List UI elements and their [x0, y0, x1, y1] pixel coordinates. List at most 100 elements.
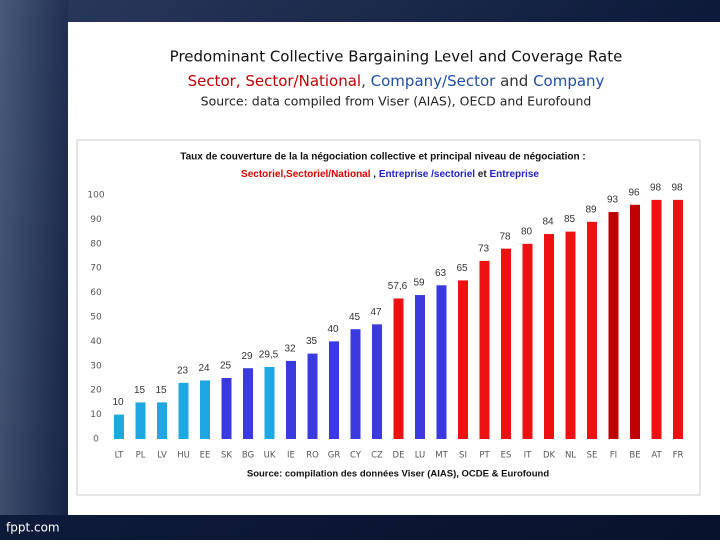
y-tick-label: 40	[90, 337, 102, 347]
value-label: 15	[134, 385, 146, 396]
bar	[436, 285, 447, 439]
y-tick-label: 60	[90, 288, 102, 298]
x-tick-label: IE	[287, 451, 295, 461]
bar	[221, 378, 232, 439]
value-label: 25	[220, 361, 232, 372]
bar	[329, 341, 339, 439]
value-label: 24	[198, 363, 210, 374]
y-tick-label: 90	[90, 215, 102, 225]
bar	[200, 380, 210, 439]
bar	[630, 204, 640, 439]
subtitle-part: ,	[371, 169, 379, 180]
x-tick-label: SK	[221, 451, 232, 461]
value-label: 73	[478, 244, 490, 255]
chart-subtitle: Sectoriel,Sectoriel/National , Entrepris…	[241, 169, 539, 180]
subtitle-part: Company/Sector	[371, 72, 496, 90]
chart-title: Taux de couverture de la la négociation …	[180, 152, 585, 163]
value-label: 98	[650, 183, 662, 194]
value-label: 85	[564, 214, 576, 225]
x-tick-label: LT	[115, 451, 125, 461]
bar	[178, 382, 189, 439]
x-tick-label: IT	[524, 451, 533, 461]
value-label: 98	[671, 183, 683, 194]
x-tick-label: FI	[610, 451, 617, 461]
bar	[114, 414, 124, 439]
y-tick-label: 20	[90, 386, 102, 396]
chart-source: Source: compilation des données Viser (A…	[247, 469, 549, 480]
bar	[286, 360, 296, 439]
bar	[651, 199, 662, 439]
slide-source: Source: data compiled from Viser (AIAS),…	[201, 94, 592, 109]
bar	[350, 329, 361, 439]
slide-subtitle: Sector, Sector/National, Company/Sector …	[188, 72, 605, 90]
value-label: 23	[177, 366, 189, 377]
subtitle-part: Sector, Sector/National	[188, 72, 362, 90]
bar	[479, 260, 490, 439]
x-tick-label: DE	[393, 451, 405, 461]
footer: fppt.com	[6, 521, 60, 535]
y-tick-label: 10	[90, 410, 102, 420]
x-tick-label: NL	[565, 451, 576, 461]
value-label: 32	[284, 344, 296, 355]
bar	[372, 324, 382, 439]
x-tick-label: DK	[543, 451, 556, 461]
x-tick-label: BG	[242, 451, 254, 461]
x-tick-label: AT	[651, 451, 662, 461]
x-tick-label: HU	[177, 451, 190, 461]
x-tick-label: SI	[459, 451, 467, 461]
value-label: 47	[370, 307, 382, 318]
value-label: 35	[306, 336, 318, 347]
value-label: 80	[521, 226, 533, 237]
x-tick-label: UK	[264, 451, 276, 461]
bar	[135, 402, 146, 439]
x-tick-label: EE	[200, 451, 211, 461]
y-tick-label: 50	[90, 313, 102, 323]
value-label: 78	[499, 231, 511, 242]
value-label: 59	[413, 278, 425, 289]
bar	[415, 295, 425, 439]
x-tick-label: GR	[328, 451, 341, 461]
x-tick-label: SE	[587, 451, 598, 461]
value-label: 84	[542, 217, 554, 228]
subtitle-part: ,	[361, 72, 371, 90]
y-tick-label: 0	[93, 435, 99, 445]
bar	[673, 199, 683, 439]
value-label: 57,6	[388, 281, 408, 292]
value-label: 89	[585, 204, 597, 215]
bar	[565, 231, 576, 439]
y-tick-label: 100	[87, 191, 104, 201]
value-label: 45	[349, 312, 361, 323]
value-label: 15	[155, 385, 167, 396]
value-label: 93	[607, 195, 619, 206]
subtitle-part: Company	[533, 72, 604, 90]
x-tick-label: LV	[157, 451, 167, 461]
x-tick-label: BE	[629, 451, 640, 461]
y-tick-label: 70	[90, 264, 102, 274]
x-tick-label: CY	[350, 451, 362, 461]
value-label: 29	[241, 351, 253, 362]
chart-frame	[76, 139, 701, 496]
bar	[501, 248, 511, 439]
bar	[307, 353, 318, 439]
value-label: 29,5	[259, 350, 279, 361]
value-label: 40	[327, 324, 339, 335]
bar	[522, 243, 533, 439]
x-tick-label: PT	[479, 451, 490, 461]
bar	[544, 234, 554, 439]
value-label: 10	[112, 397, 124, 408]
x-tick-label: FR	[673, 451, 684, 461]
bar	[458, 280, 468, 439]
subtitle-part: Entreprise /sectoriel	[379, 169, 475, 180]
bar	[587, 221, 597, 439]
value-label: 63	[435, 268, 447, 279]
bar	[243, 368, 253, 439]
x-tick-label: ES	[501, 451, 512, 461]
bar	[393, 298, 404, 439]
bar	[264, 367, 275, 439]
slide-title: Predominant Collective Bargaining Level …	[170, 48, 623, 66]
x-tick-label: CZ	[371, 451, 383, 461]
bar	[608, 212, 619, 439]
y-tick-label: 30	[90, 361, 102, 371]
value-label: 65	[456, 263, 468, 274]
